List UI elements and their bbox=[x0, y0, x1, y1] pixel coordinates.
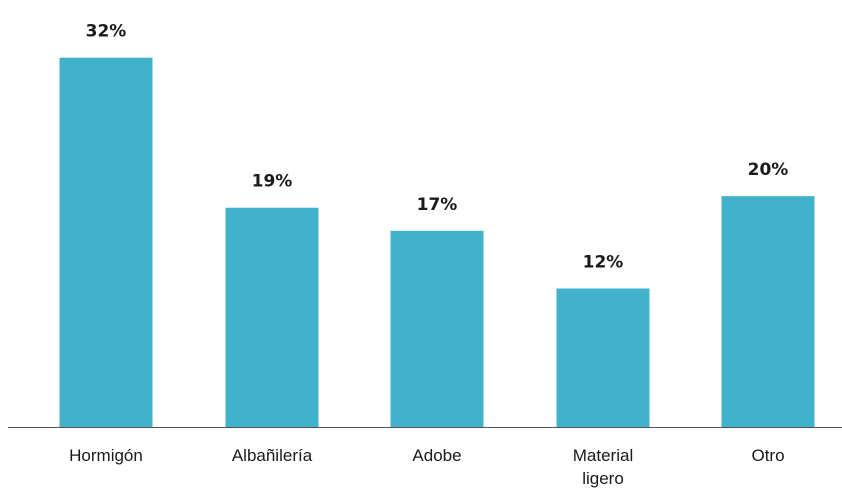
bar-2 bbox=[390, 230, 484, 427]
value-labels-group: 32% 19% 17% 12% 20% bbox=[86, 22, 789, 273]
value-label-3: 12% bbox=[583, 253, 624, 273]
category-label-0: Hormigón bbox=[69, 446, 143, 465]
value-label-0: 32% bbox=[86, 22, 127, 42]
category-label-1: Albañilería bbox=[232, 446, 313, 465]
bars-group bbox=[59, 57, 815, 428]
category-label-line: Material bbox=[573, 446, 633, 465]
category-label-2: Adobe bbox=[412, 446, 461, 465]
value-label-1: 19% bbox=[252, 172, 293, 192]
category-labels-group: Hormigón Albañilería Adobe Material ligero Ot… bbox=[69, 446, 784, 488]
category-label-line: ligero bbox=[582, 469, 624, 488]
bar-3 bbox=[556, 288, 650, 427]
value-label-4: 20% bbox=[748, 160, 789, 180]
category-label-line: Hormigón bbox=[69, 446, 143, 465]
bar-4 bbox=[721, 196, 815, 427]
category-label-line: Adobe bbox=[412, 446, 461, 465]
bar-0 bbox=[59, 57, 153, 428]
category-label-4: Otro bbox=[751, 446, 784, 465]
category-label-3: Material ligero bbox=[573, 446, 633, 488]
category-label-line: Otro bbox=[751, 446, 784, 465]
category-label-line: Albañilería bbox=[232, 446, 313, 465]
value-label-2: 17% bbox=[417, 195, 458, 215]
bar-1 bbox=[225, 207, 319, 427]
